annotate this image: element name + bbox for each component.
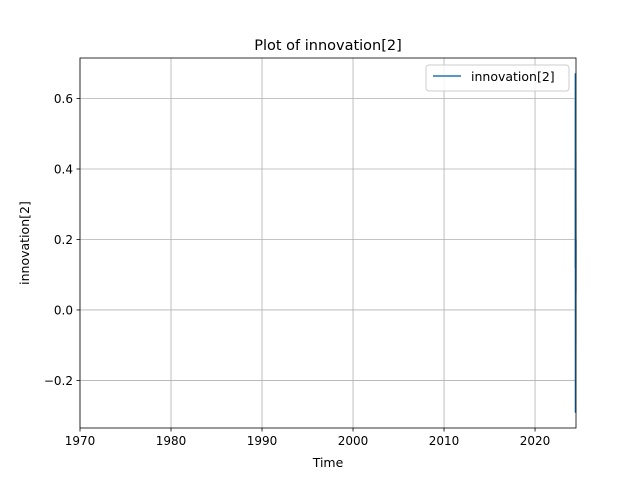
y-tick-label: 0.0 (54, 303, 73, 317)
chart-title: Plot of innovation[2] (254, 38, 402, 54)
y-tick-label: 0.4 (54, 163, 73, 177)
data-point (574, 73, 576, 75)
x-tick-label: 1970 (65, 434, 96, 448)
x-axis-label: Time (312, 455, 344, 470)
y-axis-label: innovation[2] (17, 201, 32, 285)
plot-area-background (80, 58, 576, 428)
x-tick-label: 1980 (156, 434, 187, 448)
legend-box (425, 64, 570, 92)
plot-area-frame (79, 57, 577, 429)
data-point (574, 267, 576, 269)
y-tick-label: 0.2 (54, 233, 73, 247)
grid (79, 58, 576, 428)
x-tick-label: 2000 (338, 434, 369, 448)
y-axis: −0.2 0.0 0.2 0.4 0.6 (44, 92, 80, 388)
x-tick-label: 1990 (247, 434, 278, 448)
legend: innovation[2] (425, 64, 570, 92)
x-tick-label: 2010 (429, 434, 460, 448)
y-tick-label: −0.2 (44, 374, 73, 388)
legend-label: innovation[2] (471, 69, 555, 84)
y-tick-label: 0.6 (54, 92, 73, 106)
x-axis: 1970 1980 1990 2000 2010 2020 (65, 428, 551, 448)
x-tick-label: 2020 (520, 434, 551, 448)
